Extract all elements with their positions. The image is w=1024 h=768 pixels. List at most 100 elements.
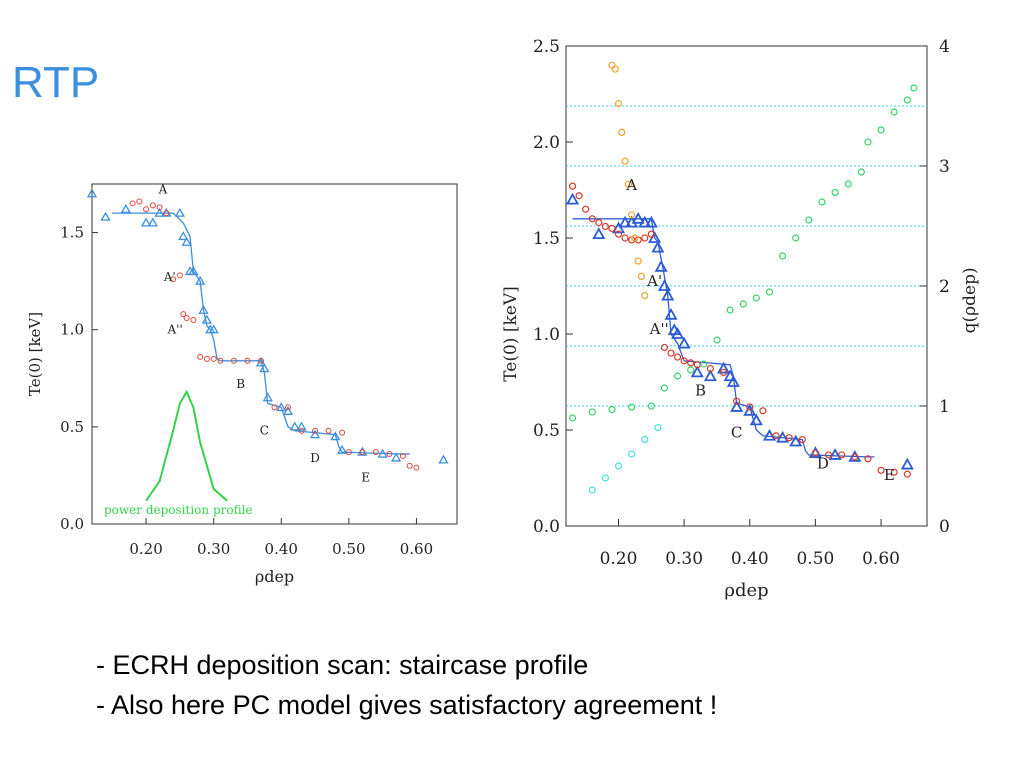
data-point <box>183 315 190 322</box>
data-point <box>608 224 616 232</box>
data-point <box>671 327 685 339</box>
data-point <box>730 400 744 412</box>
slide-title: RTP <box>12 58 100 107</box>
data-point <box>647 402 655 410</box>
y-tick-label: 1.5 <box>533 229 560 249</box>
data-point <box>271 404 278 411</box>
y-tick-label: 1.5 <box>60 224 84 242</box>
data-point <box>624 180 632 188</box>
data-point <box>588 215 596 223</box>
data-point <box>805 216 813 224</box>
data-point <box>700 360 708 368</box>
data-point <box>136 198 143 205</box>
data-point <box>614 230 623 238</box>
data-point <box>339 429 346 436</box>
data-point <box>244 357 251 364</box>
data-point <box>163 210 170 217</box>
annotation-label: D <box>310 451 320 465</box>
data-point <box>890 108 898 116</box>
data-point <box>664 307 678 320</box>
y-tick-label: 1.0 <box>60 321 84 339</box>
data-point <box>336 444 348 454</box>
data-point <box>198 304 209 314</box>
data-point <box>641 436 649 444</box>
x-tick-label: 0.50 <box>796 549 834 569</box>
data-point <box>377 448 388 458</box>
data-point <box>864 455 872 463</box>
data-point <box>877 466 885 474</box>
annotation-label: A <box>625 176 637 194</box>
data-point <box>844 180 852 188</box>
data-point <box>690 365 704 378</box>
data-point <box>818 198 826 206</box>
x-tick-label: 0.30 <box>665 549 703 569</box>
x-tick-label: 0.60 <box>400 540 433 558</box>
data-point <box>566 192 580 205</box>
x-axis-label: ρdep <box>255 567 294 586</box>
data-point <box>644 215 658 228</box>
data-point <box>611 65 619 73</box>
data-point <box>628 211 636 219</box>
data-point <box>276 402 287 412</box>
data-point <box>637 272 646 280</box>
y2-tick-label: 4 <box>939 37 950 57</box>
data-point <box>217 357 224 364</box>
data-point <box>406 462 413 469</box>
bullet-item: - ECRH deposition scan: staircase profil… <box>96 650 589 680</box>
data-point <box>641 292 649 300</box>
data-point <box>180 311 187 318</box>
y2-tick-label: 0 <box>939 517 950 537</box>
y-tick-label: 2.5 <box>533 37 560 57</box>
data-point <box>716 361 731 374</box>
data-point <box>667 349 675 357</box>
data-point <box>776 430 790 443</box>
x-tick-label: 0.20 <box>600 549 638 569</box>
data-point <box>181 236 192 246</box>
data-point <box>285 404 292 411</box>
data-point <box>890 468 898 476</box>
annotation-label: E <box>361 470 370 484</box>
data-point <box>568 182 577 190</box>
data-point <box>230 357 237 364</box>
data-point <box>765 288 774 296</box>
y-tick-label: 0.5 <box>533 421 560 441</box>
data-point <box>631 211 645 224</box>
data-point <box>706 364 715 373</box>
data-point <box>154 207 165 217</box>
data-point <box>170 276 177 283</box>
data-point <box>798 436 806 444</box>
data-point <box>282 406 294 415</box>
bullet-list: - ECRH deposition scan: staircase profil… <box>96 645 717 725</box>
data-point <box>785 434 793 442</box>
annotation-label: C <box>731 424 742 442</box>
data-point <box>201 314 213 324</box>
data-point <box>611 221 626 234</box>
data-point <box>210 355 217 362</box>
data-point <box>660 343 669 352</box>
y2-axis-label: q(ρdep) <box>960 267 980 333</box>
data-point <box>618 128 626 136</box>
data-point <box>582 205 590 213</box>
data-point <box>857 168 865 176</box>
data-point <box>413 464 420 471</box>
data-point <box>298 427 305 434</box>
data-point <box>86 188 98 198</box>
data-point <box>156 204 163 211</box>
data-point <box>325 427 332 434</box>
data-point <box>713 336 721 344</box>
data-point <box>149 202 156 209</box>
data-point <box>588 486 596 494</box>
annotation-label: B <box>695 381 706 399</box>
data-point <box>778 252 787 260</box>
y-axis-label: Te(0) [keV] <box>501 286 521 381</box>
x-axis-label: ρdep <box>724 580 768 601</box>
data-point <box>811 449 820 457</box>
data-point <box>733 397 741 405</box>
annotation-label: A' <box>646 272 662 290</box>
data-point <box>140 217 152 227</box>
series-line <box>145 389 228 502</box>
data-point <box>289 421 300 431</box>
y-tick-label: 0.5 <box>60 418 84 436</box>
data-point <box>661 288 675 301</box>
data-point <box>746 403 754 411</box>
